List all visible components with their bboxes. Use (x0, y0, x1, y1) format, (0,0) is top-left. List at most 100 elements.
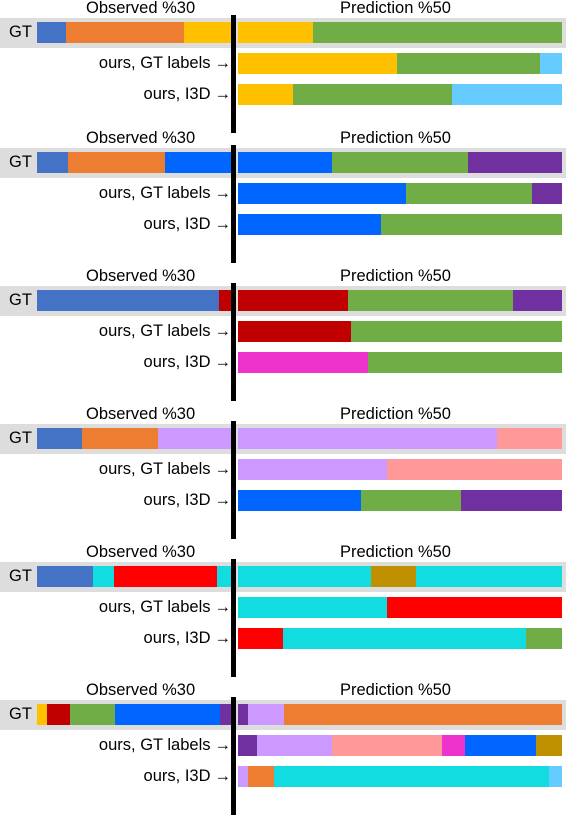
comparison-panel: Observed %30 Prediction %50 GT ours, GT lab… (0, 0, 566, 133)
observed-bar-segment (115, 704, 220, 725)
method-name: ours, I3D (143, 85, 211, 103)
gt-labels-prediction-bar-segment (397, 53, 540, 74)
observed-header: Observed %30 (86, 681, 196, 699)
method-name: ours, GT labels (98, 736, 211, 754)
right-arrow-icon: → (214, 767, 232, 785)
gt-labels-prediction-bar-segment (536, 735, 562, 756)
i3d-prediction-bar-segment (526, 628, 562, 649)
right-arrow-icon: → (214, 629, 232, 647)
i3d-row-label: ours, I3D → (144, 627, 231, 649)
method-name: ours, I3D (143, 491, 211, 509)
i3d-prediction-bar-segment (361, 490, 461, 511)
prediction-header: Prediction %50 (340, 681, 451, 699)
i3d-row-label: ours, I3D → (144, 489, 231, 511)
right-arrow-icon: → (214, 184, 232, 202)
observed-bar-segment (217, 566, 231, 587)
gt-prediction-bar-segment (238, 704, 248, 725)
prediction-header: Prediction %50 (340, 405, 451, 423)
gt-prediction-bar-segment (513, 290, 562, 311)
observed-header: Observed %30 (86, 267, 196, 285)
gt-prediction-bar-segment (497, 428, 562, 449)
gt-labels-row-label: ours, GT labels → (99, 734, 231, 756)
right-arrow-icon: → (214, 215, 232, 233)
i3d-prediction-bar-segment (238, 628, 283, 649)
right-arrow-icon: → (214, 598, 232, 616)
observed-bar-segment (37, 704, 47, 725)
gt-labels-prediction-bar-segment (238, 597, 387, 618)
gt-row-label: GT (9, 23, 32, 41)
observation-boundary-line (231, 421, 236, 539)
observed-bar-segment (47, 704, 70, 725)
i3d-prediction-bar-segment (368, 352, 562, 373)
gt-labels-prediction-bar-segment (465, 735, 536, 756)
observation-boundary-line (231, 697, 236, 815)
i3d-prediction-bar-segment (283, 628, 526, 649)
i3d-prediction-bar-segment (274, 766, 549, 787)
prediction-header: Prediction %50 (340, 0, 451, 17)
gt-labels-prediction-bar-segment (442, 735, 465, 756)
gt-prediction-bar-segment (348, 290, 513, 311)
gt-prediction-bar-segment (238, 22, 313, 43)
observed-bar-segment (37, 290, 219, 311)
observed-bar-segment (93, 566, 114, 587)
observed-bar-segment (66, 22, 184, 43)
i3d-prediction-bar-segment (461, 490, 562, 511)
observed-bar-segment (220, 704, 231, 725)
observed-bar-segment (114, 566, 217, 587)
observation-boundary-line (231, 145, 236, 263)
method-name: ours, GT labels (98, 54, 211, 72)
method-name: ours, I3D (143, 353, 211, 371)
observed-bar-segment (37, 22, 66, 43)
i3d-prediction-bar-segment (452, 84, 562, 105)
right-arrow-icon: → (214, 491, 232, 509)
method-name: ours, I3D (143, 629, 211, 647)
gt-labels-prediction-bar-segment (238, 183, 406, 204)
right-arrow-icon: → (214, 322, 232, 340)
observed-bar-segment (82, 428, 158, 449)
i3d-prediction-bar-segment (238, 490, 361, 511)
right-arrow-icon: → (214, 54, 232, 72)
gt-labels-prediction-bar-segment (238, 53, 397, 74)
gt-prediction-bar-segment (332, 152, 468, 173)
observed-bar-segment (68, 152, 165, 173)
prediction-header: Prediction %50 (340, 129, 451, 147)
observed-bar-segment (37, 152, 68, 173)
i3d-row-label: ours, I3D → (144, 765, 231, 787)
prediction-header: Prediction %50 (340, 267, 451, 285)
comparison-panel: Observed %30 Prediction %50 GT ours, GT lab… (0, 405, 566, 539)
gt-row-label: GT (9, 153, 32, 171)
gt-prediction-bar-segment (416, 566, 562, 587)
comparison-panel: Observed %30 Prediction %50 GT ours, GT lab… (0, 267, 566, 401)
gt-row-label: GT (9, 567, 32, 585)
observed-bar-segment (184, 22, 231, 43)
right-arrow-icon: → (214, 85, 232, 103)
method-name: ours, GT labels (98, 322, 211, 340)
gt-labels-row-label: ours, GT labels → (99, 182, 231, 204)
gt-labels-prediction-bar-segment (238, 321, 351, 342)
gt-prediction-bar-segment (238, 290, 348, 311)
right-arrow-icon: → (214, 736, 232, 754)
method-name: ours, GT labels (98, 184, 211, 202)
gt-prediction-bar-segment (284, 704, 562, 725)
i3d-prediction-bar-segment (248, 766, 274, 787)
gt-labels-prediction-bar-segment (540, 53, 562, 74)
comparison-panel: Observed %30 Prediction %50 GT ours, GT lab… (0, 543, 566, 677)
i3d-prediction-bar-segment (238, 214, 381, 235)
gt-prediction-bar-segment (313, 22, 562, 43)
observation-boundary-line (231, 283, 236, 401)
right-arrow-icon: → (214, 353, 232, 371)
method-name: ours, GT labels (98, 598, 211, 616)
method-name: ours, I3D (143, 215, 211, 233)
method-name: ours, I3D (143, 767, 211, 785)
observed-bar-segment (219, 290, 231, 311)
i3d-prediction-bar-segment (238, 84, 293, 105)
prediction-header: Prediction %50 (340, 543, 451, 561)
gt-labels-prediction-bar-segment (332, 735, 442, 756)
comparison-panel: Observed %30 Prediction %50 GT ours, GT lab… (0, 681, 566, 815)
gt-labels-prediction-bar-segment (406, 183, 532, 204)
observed-header: Observed %30 (86, 543, 196, 561)
right-arrow-icon: → (214, 460, 232, 478)
gt-labels-row-label: ours, GT labels → (99, 596, 231, 618)
gt-row-label: GT (9, 705, 32, 723)
gt-prediction-bar-segment (238, 428, 497, 449)
